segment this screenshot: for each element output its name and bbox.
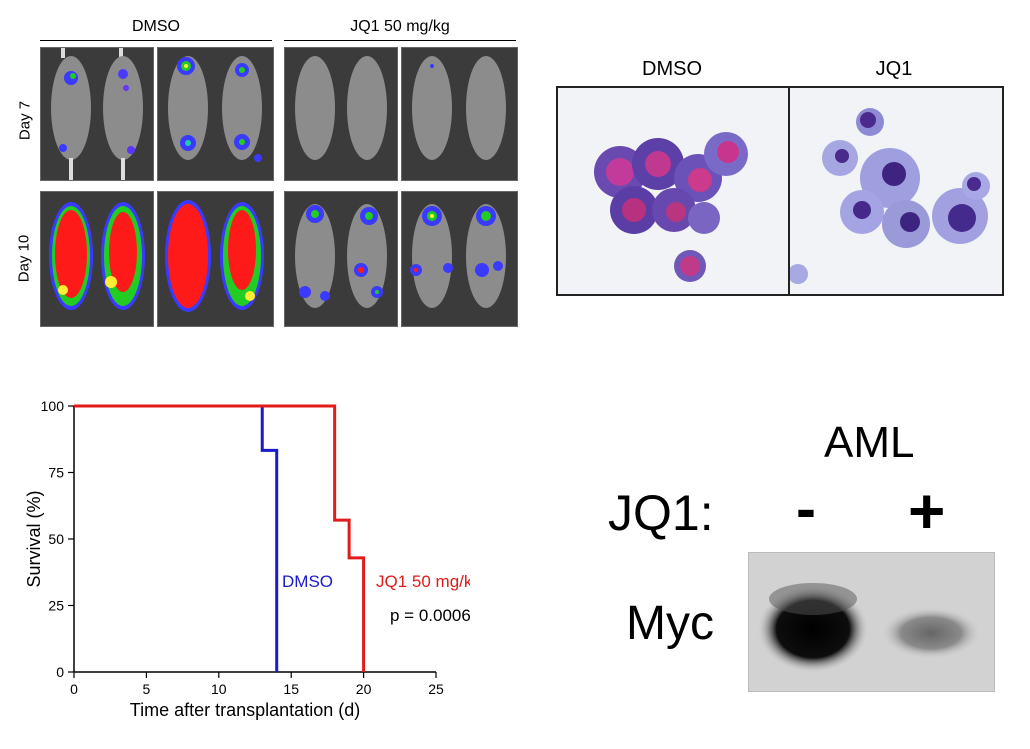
y-axis-label: Survival (%) <box>24 490 44 587</box>
row-label-day10: Day 10 <box>15 234 33 283</box>
bli-image-jq1-day10-b <box>401 191 518 327</box>
x-tick-label-0: 0 <box>70 681 78 697</box>
western-title: AML <box>824 418 915 467</box>
y-tick-label-75: 75 <box>48 465 64 481</box>
histology-label-jq1: JQ1 <box>875 58 913 80</box>
y-tick-label-25: 25 <box>48 598 64 614</box>
series-line-jq1 <box>74 404 366 672</box>
western-blot-image <box>748 552 995 692</box>
treatment-label: JQ1: <box>608 485 714 541</box>
series-label-dmso: DMSO <box>282 572 333 591</box>
series-label-jq1: JQ1 50 mg/kg <box>376 572 470 591</box>
bli-image-dmso-day7-b <box>157 47 274 181</box>
histology-image-dmso <box>556 86 792 296</box>
bli-image-dmso-day7-a <box>40 47 154 181</box>
y-tick-label-50: 50 <box>48 531 64 547</box>
bli-image-jq1-day10-a <box>284 191 398 327</box>
group-label-dmso: DMSO <box>132 18 180 35</box>
x-tick-label-10: 10 <box>211 681 227 697</box>
x-tick-label-20: 20 <box>356 681 372 697</box>
histology-image-jq1 <box>788 86 1004 296</box>
group-label-jq1: JQ1 50 mg/kg <box>350 18 450 35</box>
y-tick-label-100: 100 <box>41 398 65 414</box>
x-tick-label-5: 5 <box>143 681 151 697</box>
bli-image-jq1-day7-a <box>284 47 398 181</box>
group-underline-jq1 <box>284 40 516 41</box>
p-value-annotation: p = 0.0006 <box>390 606 470 625</box>
x-tick-label-15: 15 <box>283 681 299 697</box>
series-line-dmso <box>74 404 279 672</box>
chart-series <box>74 404 366 672</box>
y-tick-label-0: 0 <box>56 664 64 680</box>
chart-axes <box>68 405 437 678</box>
x-tick-label-25: 25 <box>428 681 444 697</box>
protein-label: Myc <box>626 597 714 650</box>
minus-label: - <box>796 475 816 542</box>
bli-image-dmso-day10-b <box>157 191 274 327</box>
x-axis-label: Time after transplantation (d) <box>130 700 360 720</box>
bli-image-jq1-day7-b <box>401 47 518 181</box>
row-label-day7: Day 7 <box>16 100 34 141</box>
survival-chart: 0 5 10 15 20 25 0 25 50 75 100 Time after transplan… <box>24 398 470 720</box>
bli-image-dmso-day10-a <box>40 191 154 327</box>
group-underline-dmso <box>40 40 272 41</box>
plus-label: + <box>908 475 946 547</box>
histology-label-dmso: DMSO <box>642 58 702 80</box>
chart-labels: 0 5 10 15 20 25 0 25 50 75 100 Time after transplan… <box>24 398 470 720</box>
